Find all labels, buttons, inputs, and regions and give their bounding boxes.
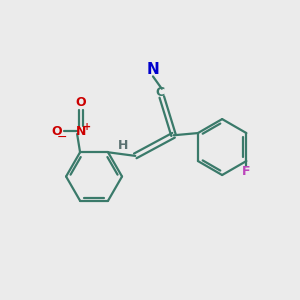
Text: O: O bbox=[75, 96, 86, 109]
Text: O: O bbox=[51, 124, 62, 138]
Text: +: + bbox=[83, 122, 92, 132]
Text: F: F bbox=[242, 165, 250, 178]
Text: C: C bbox=[156, 86, 165, 99]
Text: H: H bbox=[118, 139, 128, 152]
Text: −: − bbox=[57, 131, 68, 144]
Text: N: N bbox=[147, 61, 159, 76]
Text: N: N bbox=[76, 124, 86, 138]
